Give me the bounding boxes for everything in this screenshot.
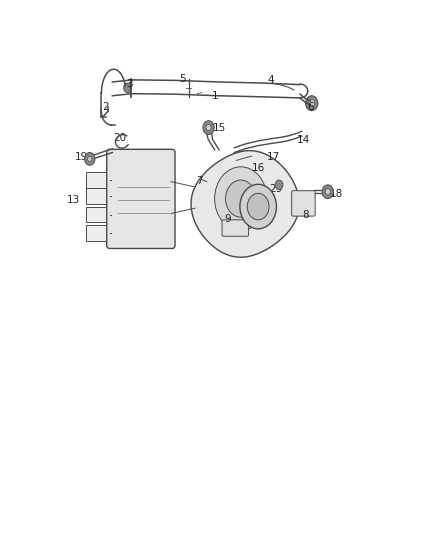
Text: 8: 8 (303, 210, 309, 220)
Circle shape (247, 193, 269, 220)
Text: 19: 19 (75, 152, 88, 162)
FancyBboxPatch shape (107, 149, 175, 248)
Circle shape (226, 180, 256, 217)
Text: 18: 18 (330, 189, 343, 199)
FancyBboxPatch shape (292, 191, 315, 216)
Circle shape (240, 184, 276, 229)
FancyBboxPatch shape (222, 220, 249, 236)
Circle shape (85, 152, 95, 165)
Circle shape (88, 156, 92, 161)
Text: 16: 16 (251, 163, 265, 173)
Bar (86, 225, 110, 241)
Circle shape (203, 120, 214, 134)
Text: 13: 13 (67, 195, 80, 205)
Text: 1: 1 (212, 91, 218, 101)
Text: 17: 17 (267, 152, 280, 162)
Circle shape (206, 124, 211, 131)
Bar (86, 172, 110, 188)
Text: 6: 6 (307, 102, 314, 112)
Circle shape (306, 96, 318, 111)
Text: 9: 9 (224, 214, 231, 224)
Text: 2: 2 (102, 102, 109, 112)
Circle shape (124, 83, 131, 93)
Text: 4: 4 (268, 75, 275, 85)
Circle shape (322, 185, 333, 199)
Circle shape (275, 180, 283, 190)
Text: 20: 20 (113, 133, 126, 143)
Circle shape (325, 189, 330, 195)
Text: 7: 7 (196, 175, 203, 185)
Text: 3: 3 (127, 78, 133, 88)
Circle shape (309, 100, 315, 107)
Text: 29: 29 (269, 183, 282, 193)
Text: 15: 15 (212, 123, 226, 133)
Polygon shape (191, 151, 299, 257)
Circle shape (215, 167, 267, 230)
Bar (86, 207, 110, 222)
Bar (86, 188, 110, 204)
Text: 14: 14 (297, 135, 311, 146)
Text: 5: 5 (179, 74, 185, 84)
